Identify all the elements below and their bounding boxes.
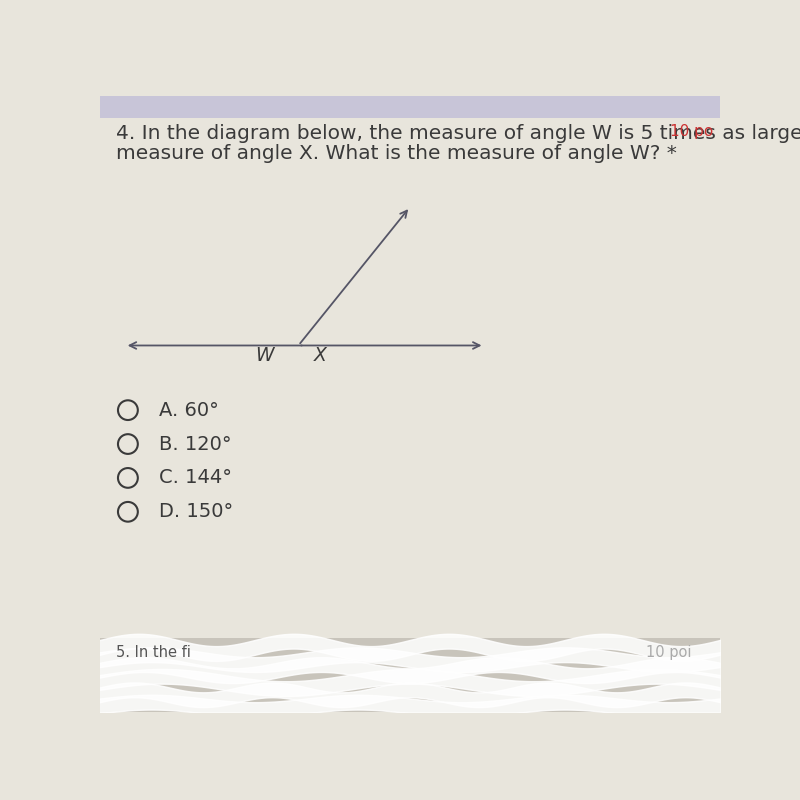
Text: A. 60°: A. 60° (159, 401, 218, 420)
Text: B. 120°: B. 120° (159, 434, 231, 454)
Text: X: X (314, 346, 326, 366)
FancyBboxPatch shape (100, 96, 720, 118)
Text: measure of angle X. What is the measure of angle W? *: measure of angle X. What is the measure … (115, 144, 676, 163)
FancyBboxPatch shape (100, 638, 720, 712)
Text: 10 po: 10 po (670, 124, 714, 138)
Text: 5. In the fi: 5. In the fi (115, 646, 190, 661)
Text: D. 150°: D. 150° (159, 502, 233, 522)
Text: 10 poi: 10 poi (646, 646, 691, 661)
Text: C. 144°: C. 144° (159, 469, 232, 487)
Text: W: W (255, 346, 274, 366)
Text: 4. In the diagram below, the measure of angle W is 5 times as large as the: 4. In the diagram below, the measure of … (115, 124, 800, 142)
